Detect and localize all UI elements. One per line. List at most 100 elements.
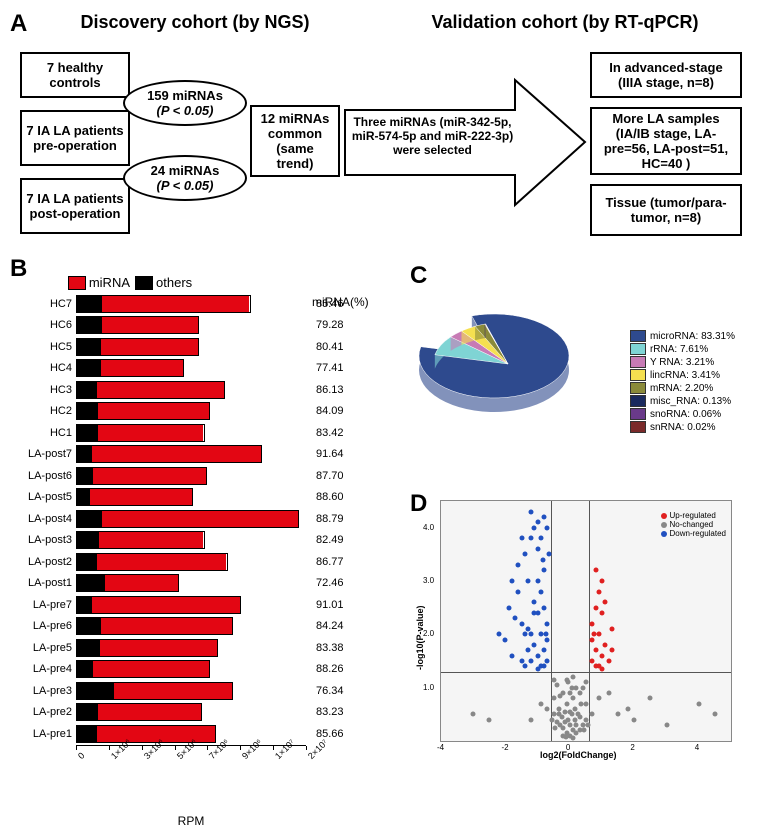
bar-others xyxy=(77,640,100,656)
bar-mirna xyxy=(102,296,249,312)
bar-row: LA-pre791.01 xyxy=(10,594,400,616)
point-down xyxy=(529,509,534,514)
bar-others xyxy=(77,575,105,591)
point-nochange xyxy=(471,712,476,717)
point-nochange xyxy=(556,712,561,717)
bar-row: HC284.09 xyxy=(10,401,400,423)
bar-row: LA-pre283.23 xyxy=(10,702,400,724)
bar-label: LA-post4 xyxy=(10,513,76,525)
bar-label: LA-pre4 xyxy=(10,663,76,675)
point-up xyxy=(600,579,605,584)
box-common: 12 miRNAs common (same trend) xyxy=(250,105,340,177)
pie-chart xyxy=(410,280,610,460)
legend-up-dot xyxy=(661,513,667,519)
bar-container xyxy=(76,381,225,399)
point-down xyxy=(503,637,508,642)
arrow-text: Three miRNAs (miR-342-5p, miR-574-5p and… xyxy=(350,115,515,157)
pie-legend-box xyxy=(630,343,646,355)
point-nochange xyxy=(555,720,560,725)
pie-legend-label: mRNA: 2.20% xyxy=(650,383,713,394)
point-nochange xyxy=(553,725,558,730)
ellipse2-line1: 24 miRNAs xyxy=(151,163,220,178)
point-down xyxy=(526,627,531,632)
bar-label: LA-pre1 xyxy=(10,728,76,740)
pie-legend-label: rRNA: 7.61% xyxy=(650,344,708,355)
pie-legend-box xyxy=(630,382,646,394)
bar-value: 83.23 xyxy=(310,706,344,718)
bar-value: 83.38 xyxy=(310,642,344,654)
bar-mirna xyxy=(97,382,224,398)
bar-label: HC1 xyxy=(10,427,76,439)
bar-mirna xyxy=(98,403,209,419)
point-down xyxy=(526,579,531,584)
bar-container xyxy=(76,703,202,721)
point-down xyxy=(516,563,521,568)
ellipse-159: 159 miRNAs(P < 0.05) xyxy=(123,80,247,126)
ellipse-24: 24 miRNAs(P < 0.05) xyxy=(123,155,247,201)
point-down xyxy=(535,667,540,672)
y-tick: 3.0 xyxy=(423,576,434,585)
bar-label: LA-post1 xyxy=(10,577,76,589)
pie-legend-item: microRNA: 83.31% xyxy=(630,330,735,342)
point-nochange xyxy=(571,696,576,701)
point-nochange xyxy=(664,723,669,728)
point-nochange xyxy=(571,675,576,680)
point-up xyxy=(590,637,595,642)
point-down xyxy=(538,536,543,541)
point-down xyxy=(519,659,524,664)
panel-d: D Up-regulated No-changed Down-regulated… xyxy=(410,500,747,742)
bar-others xyxy=(77,446,92,462)
point-down xyxy=(535,653,540,658)
bar-container xyxy=(76,295,251,313)
bar-row: HC477.41 xyxy=(10,358,400,380)
legend-others-box xyxy=(135,276,153,290)
bar-container xyxy=(76,424,205,442)
volcano-plot: Up-regulated No-changed Down-regulated -… xyxy=(440,500,732,742)
point-down xyxy=(532,525,537,530)
point-down xyxy=(545,525,550,530)
threshold-line xyxy=(441,672,731,673)
panel-a-label: A xyxy=(10,10,27,38)
bar-row: LA-post286.77 xyxy=(10,551,400,573)
bar-container xyxy=(76,467,207,485)
bar-others xyxy=(77,382,97,398)
bar-label: LA-post7 xyxy=(10,448,76,460)
point-down xyxy=(529,659,534,664)
point-up xyxy=(593,648,598,653)
vbox-tissue: Tissue (tumor/para-tumor, n=8) xyxy=(590,184,742,236)
point-nochange xyxy=(584,717,589,722)
point-nochange xyxy=(551,696,556,701)
pie-legend-label: Y RNA: 3.21% xyxy=(650,357,714,368)
vbox-samples: More LA samples (IA/IB stage, LA-pre=56,… xyxy=(590,107,742,175)
bar-value: 88.60 xyxy=(310,491,344,503)
point-down xyxy=(540,557,545,562)
pie-legend-item: snoRNA: 0.06% xyxy=(630,408,735,420)
bar-mirna xyxy=(92,446,261,462)
point-nochange xyxy=(571,736,576,741)
figure: A Discovery cohort (by NGS) Validation c… xyxy=(10,10,747,245)
point-down xyxy=(519,621,524,626)
point-nochange xyxy=(538,701,543,706)
bar-label: LA-pre3 xyxy=(10,685,76,697)
validation-header: Validation cohort (by RT-qPCR) xyxy=(410,12,720,33)
hbar-chart: HC785.46HC679.28HC580.41HC477.41HC386.13… xyxy=(10,293,400,745)
bar-mirna xyxy=(114,683,233,699)
point-down xyxy=(545,659,550,664)
pie-legend-label: misc_RNA: 0.13% xyxy=(650,396,731,407)
bar-mirna xyxy=(92,597,241,613)
bar-label: LA-post2 xyxy=(10,556,76,568)
bar-mirna xyxy=(93,661,210,677)
bar-others xyxy=(77,468,93,484)
bar-value: 86.13 xyxy=(310,384,344,396)
point-nochange xyxy=(567,691,572,696)
point-down xyxy=(509,653,514,658)
ellipse1-line1: 159 miRNAs xyxy=(147,88,223,103)
point-down xyxy=(542,568,547,573)
x-tick: 2 xyxy=(630,743,634,752)
bar-container xyxy=(76,510,299,528)
bar-label: HC6 xyxy=(10,319,76,331)
bar-container xyxy=(76,596,241,614)
point-up xyxy=(609,627,614,632)
discovery-header: Discovery cohort (by NGS) xyxy=(70,12,320,33)
point-down xyxy=(513,616,518,621)
